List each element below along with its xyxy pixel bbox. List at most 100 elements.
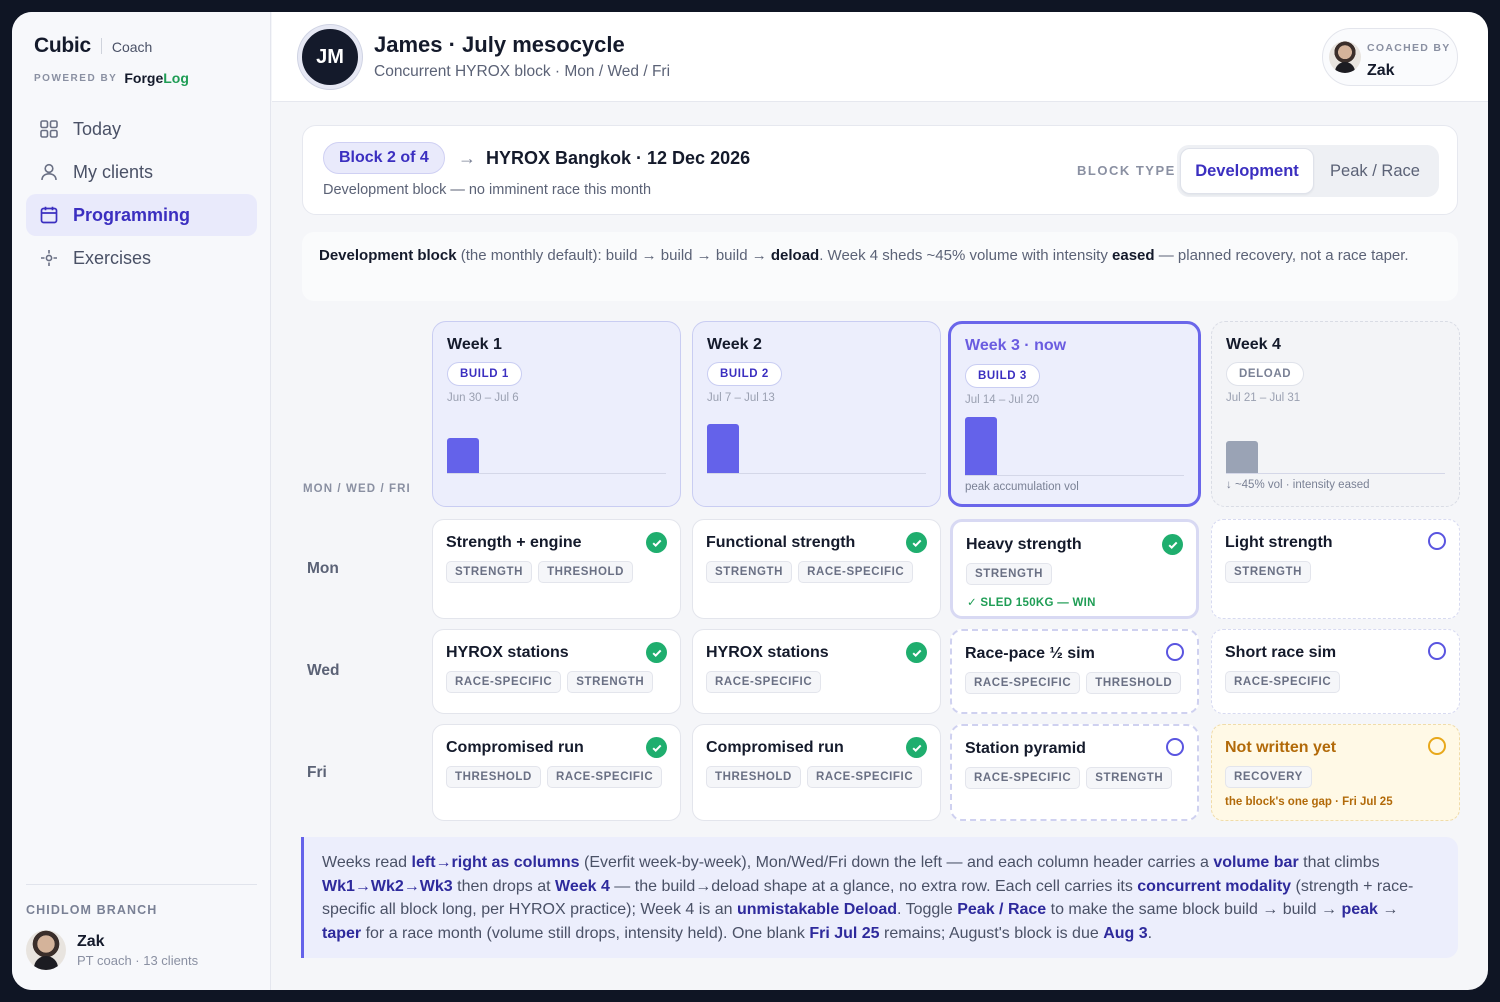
volume-caption: peak accumulation vol: [965, 481, 1079, 493]
session-cell[interactable]: Not written yet RECOVERY the block's one g…: [1211, 724, 1460, 821]
open-circle-icon: [1428, 532, 1446, 550]
footer-text: for a race month (volume still drops, in…: [361, 924, 810, 942]
user-name: Zak: [77, 932, 105, 950]
session-title: Not written yet: [1225, 739, 1337, 756]
footer-text: (Everfit week-by-week), Mon/Wed/Fri down…: [579, 854, 1214, 871]
explanation-footer: Weeks read left→right as columns (Everfi…: [301, 837, 1458, 958]
modality-chip: RECOVERY: [1225, 766, 1312, 788]
week-title: Week 4: [1226, 336, 1281, 353]
page-title: James · July mesocycle: [374, 32, 625, 57]
page-subtitle: Concurrent HYROX block · Mon / Wed / Fri: [374, 63, 671, 80]
sidebar-item-exercises[interactable]: Exercises: [26, 237, 257, 279]
modality-chips: STRENGTH: [1225, 561, 1312, 583]
app-window: Cubic Coach POWERED BY ForgeLog Today My…: [12, 12, 1488, 990]
coach-badge[interactable]: COACHED BY Zak: [1322, 28, 1458, 86]
note-bold-3: eased: [1112, 247, 1155, 264]
modality-chip: RACE-SPECIFIC: [1225, 671, 1341, 693]
sidebar-item-my-clients[interactable]: My clients: [26, 151, 257, 193]
week-title: Week 2: [707, 336, 762, 353]
toggle-peak-race[interactable]: Peak / Race: [1330, 161, 1420, 180]
user-subtitle: PT coach · 13 clients: [77, 952, 199, 968]
modality-chips: THRESHOLD RACE-SPECIFIC: [446, 766, 663, 788]
open-circle-icon: [1166, 643, 1184, 661]
check-circle-icon: [906, 737, 927, 758]
header: JM James · July mesocycle Concurrent HYR…: [272, 12, 1488, 102]
volume-baseline: [447, 473, 666, 474]
brand-name: Cubic: [34, 34, 91, 57]
session-cell[interactable]: Strength + engine STRENGTH THRESHOLD: [432, 519, 681, 619]
footer-text: — the build→deload shape at a glance, no…: [609, 877, 1138, 895]
session-cell[interactable]: Compromised run THRESHOLD RACE-SPECIFIC: [692, 724, 941, 821]
session-title: Compromised run: [706, 739, 844, 756]
sidebar: Cubic Coach POWERED BY ForgeLog Today My…: [12, 12, 271, 990]
modality-chips: STRENGTH: [966, 563, 1053, 585]
grid-icon: [38, 118, 60, 140]
week-header-3[interactable]: Week 3 · now BUILD 3 Jul 14 – Jul 20 peak a…: [948, 321, 1201, 507]
footer-text: to make the same block build → build →: [1046, 901, 1342, 918]
sidebar-item-label: My clients: [73, 161, 154, 182]
modality-chip: THRESHOLD: [706, 766, 801, 788]
row-label-wed: Wed: [307, 662, 340, 679]
modality-chips: RECOVERY: [1225, 766, 1312, 788]
footer-text: →: [1377, 901, 1399, 918]
current-user[interactable]: Zak PT coach · 13 clients: [26, 930, 198, 970]
session-cell[interactable]: Race-pace ½ sim RACE-SPECIFIC THRESHOLD: [950, 629, 1199, 714]
footer-emphasis: left→right as columns: [411, 854, 580, 871]
block-pill[interactable]: Block 2 of 4: [323, 142, 445, 174]
user-icon: [38, 161, 60, 183]
block-note: Development block (the monthly default):…: [302, 232, 1458, 301]
session-cell[interactable]: Short race sim RACE-SPECIFIC: [1211, 629, 1460, 714]
footer-emphasis: Aug 3: [1103, 924, 1148, 942]
branch-label: CHIDLOM BRANCH: [26, 903, 158, 917]
session-cell[interactable]: Compromised run THRESHOLD RACE-SPECIFIC: [432, 724, 681, 821]
sidebar-item-label: Today: [73, 118, 122, 139]
session-cell[interactable]: Heavy strength STRENGTH ✓ SLED 150KG — WIN: [950, 519, 1199, 619]
footer-text: Weeks read: [322, 854, 412, 871]
check-circle-icon: [646, 532, 667, 553]
target-race: HYROX Bangkok · 12 Dec 2026: [486, 148, 751, 168]
session-title: HYROX stations: [446, 644, 569, 661]
toggle-development[interactable]: Development: [1180, 148, 1314, 194]
modality-chip: STRENGTH: [706, 561, 793, 583]
forgelog-logo-b: Log: [163, 70, 189, 86]
brand-role: Coach: [111, 39, 153, 55]
calendar-icon: [38, 204, 60, 226]
coached-by-label: COACHED BY: [1367, 42, 1451, 54]
sidebar-item-programming[interactable]: Programming: [26, 194, 257, 236]
modality-chip: THRESHOLD: [446, 766, 541, 788]
session-cell[interactable]: Functional strength STRENGTH RACE-SPECIFIC: [692, 519, 941, 619]
modality-chips: STRENGTH THRESHOLD: [446, 561, 634, 583]
session-cell[interactable]: HYROX stations RACE-SPECIFIC: [692, 629, 941, 714]
avatar: [26, 930, 66, 970]
footer-emphasis: Week 4: [555, 877, 610, 895]
week-dates: Jun 30 – Jul 6: [447, 392, 519, 404]
footer-emphasis: Fri Jul 25: [809, 924, 880, 942]
session-cell[interactable]: Station pyramid RACE-SPECIFIC STRENGTH: [950, 724, 1199, 821]
week-title: Week 3 · now: [965, 337, 1067, 354]
open-circle-icon: [1428, 642, 1446, 660]
session-cell[interactable]: HYROX stations RACE-SPECIFIC STRENGTH: [432, 629, 681, 714]
footer-text: then drops at: [452, 877, 555, 895]
modality-chip: RACE-SPECIFIC: [965, 767, 1081, 789]
modality-chip: RACE-SPECIFIC: [706, 671, 822, 693]
week-dates: Jul 7 – Jul 13: [707, 392, 775, 404]
forgelog-logo: ForgeLog: [124, 70, 189, 86]
modality-chip: RACE-SPECIFIC: [798, 561, 914, 583]
sidebar-divider: [26, 884, 257, 885]
session-cell[interactable]: Light strength STRENGTH: [1211, 519, 1460, 619]
session-title: Heavy strength: [966, 536, 1082, 553]
brand-divider: [100, 38, 102, 54]
volume-baseline: [1226, 473, 1445, 474]
volume-baseline: [965, 475, 1184, 476]
sparkle-icon: [38, 247, 60, 269]
modality-chips: THRESHOLD RACE-SPECIFIC: [706, 766, 923, 788]
week-header-4[interactable]: Week 4 DELOAD Jul 21 – Jul 31 ↓ ~45% vol · …: [1211, 321, 1460, 507]
phase-badge: BUILD 2: [707, 362, 782, 386]
check-circle-icon: [646, 737, 667, 758]
powered-by: POWERED BY ForgeLog: [34, 70, 189, 86]
sidebar-item-today[interactable]: Today: [26, 108, 257, 150]
volume-baseline: [707, 473, 926, 474]
modality-chip: RACE-SPECIFIC: [965, 672, 1081, 694]
week-header-1[interactable]: Week 1 BUILD 1 Jun 30 – Jul 6: [432, 321, 681, 507]
week-header-2[interactable]: Week 2 BUILD 2 Jul 7 – Jul 13: [692, 321, 941, 507]
